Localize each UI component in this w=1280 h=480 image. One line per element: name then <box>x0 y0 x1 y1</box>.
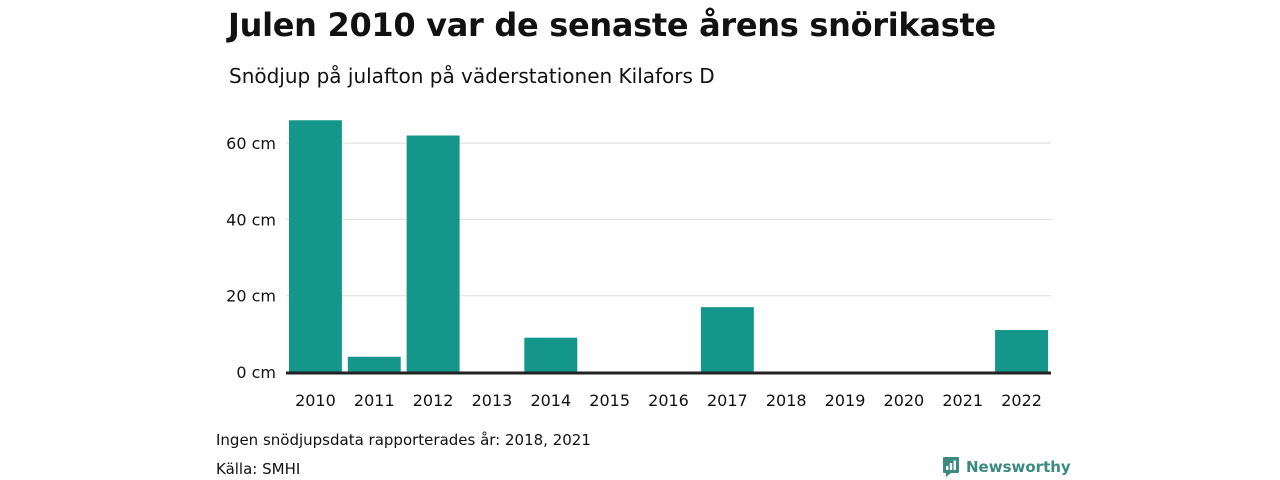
brand-logo: Newsworthy <box>942 456 1071 478</box>
x-tick-label: 2019 <box>825 391 866 410</box>
bar-2011 <box>347 356 401 372</box>
bar-2014 <box>524 337 578 372</box>
bar-2012 <box>406 135 460 372</box>
x-axis-tick-labels: 2010 2011 2012 2013 2014 2015 2016 2017 2018 2019… <box>295 391 1042 410</box>
x-tick-label: 2012 <box>413 391 454 410</box>
x-tick-label: 2016 <box>648 391 689 410</box>
y-tick-label: 40 cm <box>226 210 276 229</box>
gridlines <box>286 142 1051 297</box>
chart-title: Julen 2010 var de senaste årens snörikas… <box>228 6 996 44</box>
bars <box>288 120 1049 372</box>
bar-chart-speech-bubble-icon <box>943 457 959 477</box>
y-axis-tick-labels: 0 cm 20 cm 40 cm 60 cm <box>226 134 276 382</box>
x-tick-label: 2011 <box>354 391 395 410</box>
x-tick-label: 2014 <box>530 391 571 410</box>
x-tick-label: 2017 <box>707 391 748 410</box>
bar-2010 <box>288 120 342 372</box>
x-tick-label: 2013 <box>472 391 513 410</box>
source-label: Källa: SMHI <box>216 460 301 478</box>
x-tick-label: 2015 <box>589 391 630 410</box>
x-tick-label: 2018 <box>766 391 807 410</box>
y-tick-label: 0 cm <box>236 363 276 382</box>
y-tick-label: 20 cm <box>226 287 276 306</box>
y-tick-label: 60 cm <box>226 134 276 153</box>
x-tick-label: 2021 <box>942 391 983 410</box>
bar-2017 <box>700 307 754 372</box>
x-tick-label: 2010 <box>295 391 336 410</box>
x-tick-label: 2022 <box>1001 391 1042 410</box>
bar-chart: 0 cm 20 cm 40 cm 60 cm 2010 2011 2012 2013 2014… <box>226 120 1051 410</box>
bar-2022 <box>995 330 1049 372</box>
brand-name: Newsworthy <box>966 458 1071 476</box>
footnote-missing-data: Ingen snödjupsdata rapporterades år: 201… <box>216 431 591 449</box>
x-tick-label: 2020 <box>884 391 925 410</box>
chart-subtitle: Snödjup på julafton på väderstationen Ki… <box>229 64 715 88</box>
